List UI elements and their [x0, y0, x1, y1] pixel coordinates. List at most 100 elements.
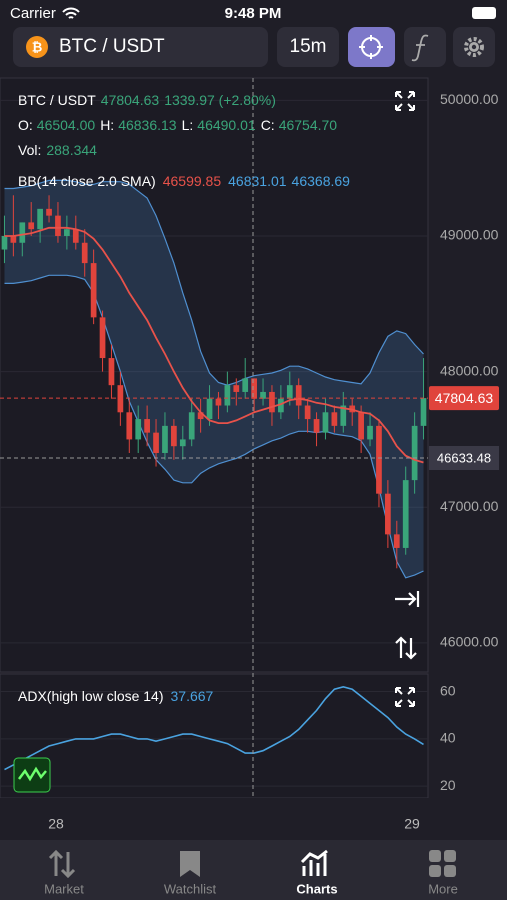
- candle-body: [162, 425, 168, 453]
- wifi-icon: [62, 7, 80, 19]
- bollinger-lower: [4, 274, 424, 579]
- candle-body: [233, 385, 240, 392]
- legend-last: 47804.63: [101, 92, 160, 108]
- legend-symbol: BTC / USDT: [18, 92, 96, 108]
- candle-body: [46, 208, 52, 216]
- bb-low: 46368.69: [292, 173, 351, 189]
- charts-icon[interactable]: [300, 849, 328, 876]
- open-label: O:: [18, 117, 33, 133]
- candle-body: [322, 412, 329, 433]
- indicator-button[interactable]: [404, 27, 446, 67]
- open-value: 46504.00: [37, 117, 96, 133]
- close-label: C:: [261, 117, 275, 133]
- bb-mid: 46599.85: [163, 173, 222, 189]
- gear-hole: [471, 44, 477, 50]
- candle-body: [135, 419, 142, 440]
- candle-body: [385, 493, 391, 535]
- candle-body: [55, 215, 61, 236]
- gear-icon: [464, 37, 484, 57]
- low-value: 46490.01: [197, 117, 256, 133]
- candle-body: [331, 412, 338, 426]
- candle-body: [90, 263, 97, 318]
- candle-body: [179, 439, 186, 447]
- candle-body: [126, 412, 133, 440]
- high-label: H:: [100, 117, 114, 133]
- signal-icon: [18, 766, 47, 782]
- candle-body: [278, 398, 284, 413]
- price-tag-label: 47804.63: [435, 390, 494, 406]
- bollinger-upper: [4, 179, 424, 386]
- adx-label: ADX(high low close 14): [18, 688, 164, 704]
- interval: 15m: [290, 36, 327, 57]
- adx-line: [4, 685, 424, 771]
- symbol-button[interactable]: [13, 27, 268, 67]
- tab-label[interactable]: Watchlist: [164, 881, 217, 896]
- candle-body: [313, 419, 320, 433]
- expand-icon[interactable]: [395, 687, 415, 707]
- candle-body: [1, 235, 8, 250]
- legend-line-2: O: 46504.00 H: 46836.13 L: 46490.01 C: 46754.70: [18, 117, 337, 133]
- low-label: L:: [182, 117, 194, 133]
- candle-body: [304, 405, 311, 420]
- scroll-end-icon[interactable]: [395, 591, 420, 607]
- adx-value: 37.667: [171, 688, 214, 704]
- candle-body: [37, 208, 43, 230]
- vol-label: Vol:: [18, 142, 41, 158]
- x-tick-label: 29: [404, 816, 420, 832]
- candle-body: [19, 222, 26, 243]
- y-tick-label: 20: [440, 777, 456, 793]
- candle-body: [144, 419, 150, 433]
- price-tag: [429, 386, 499, 411]
- tab-label[interactable]: More: [428, 881, 458, 896]
- crosshair-price: 46633.48: [437, 450, 491, 465]
- candle-body: [64, 229, 70, 236]
- candle-body: [81, 242, 88, 264]
- candle-body: [367, 425, 373, 440]
- candle-body: [420, 398, 427, 426]
- close-value: 46754.70: [279, 117, 338, 133]
- y-tick-label: 60: [440, 682, 456, 698]
- adx-legend: ADX(high low close 14) 37.667: [18, 688, 214, 704]
- fx-icon: [411, 34, 429, 62]
- candle-body: [197, 412, 204, 420]
- candle-body: [153, 432, 159, 453]
- y-tick-label: 47000.00: [440, 498, 499, 514]
- vol-value: 288.344: [46, 142, 97, 158]
- y-tick-label: 40: [440, 730, 456, 746]
- candle-body: [340, 405, 347, 426]
- interval-button[interactable]: [277, 27, 339, 67]
- candle-body: [188, 412, 195, 440]
- y-tick-label: 50000.00: [440, 91, 499, 107]
- battery-icon: [472, 7, 496, 19]
- candle-body: [251, 378, 257, 399]
- market-icon[interactable]: [48, 849, 76, 879]
- clock: 9:48 PM: [225, 5, 282, 22]
- legend-line-4: BB(14 close 2.0 SMA) 46599.85 46831.01 4636…: [18, 173, 350, 189]
- bollinger-middle: [4, 226, 424, 464]
- carrier: Carrier: [10, 5, 56, 22]
- candle-body: [206, 398, 213, 420]
- more-icon[interactable]: [429, 850, 456, 877]
- candle-body: [295, 385, 302, 406]
- swap-icon[interactable]: [395, 636, 417, 660]
- legend-line-1: BTC / USDT 47804.63 1339.97 (+2.80%): [18, 92, 276, 108]
- candle-body: [286, 385, 293, 399]
- tab-bar: [0, 840, 507, 900]
- expand-icon[interactable]: [395, 91, 415, 111]
- candle-body: [215, 398, 222, 406]
- tab-label[interactable]: Market: [44, 881, 84, 896]
- candle-body: [269, 391, 275, 413]
- tab-label[interactable]: Charts: [296, 881, 337, 896]
- crosshair-button[interactable]: [348, 27, 395, 67]
- legend-line-3: Vol: 288.344: [18, 142, 97, 158]
- candle-body: [108, 358, 115, 386]
- price-pane: [0, 77, 429, 673]
- watchlist-icon[interactable]: [180, 851, 200, 877]
- candle-body: [411, 425, 418, 481]
- candle-body: [260, 391, 266, 399]
- crosshair-icon-ticks: [359, 35, 383, 59]
- candle-body: [10, 235, 17, 243]
- symbol: BTC / USDT: [59, 36, 165, 57]
